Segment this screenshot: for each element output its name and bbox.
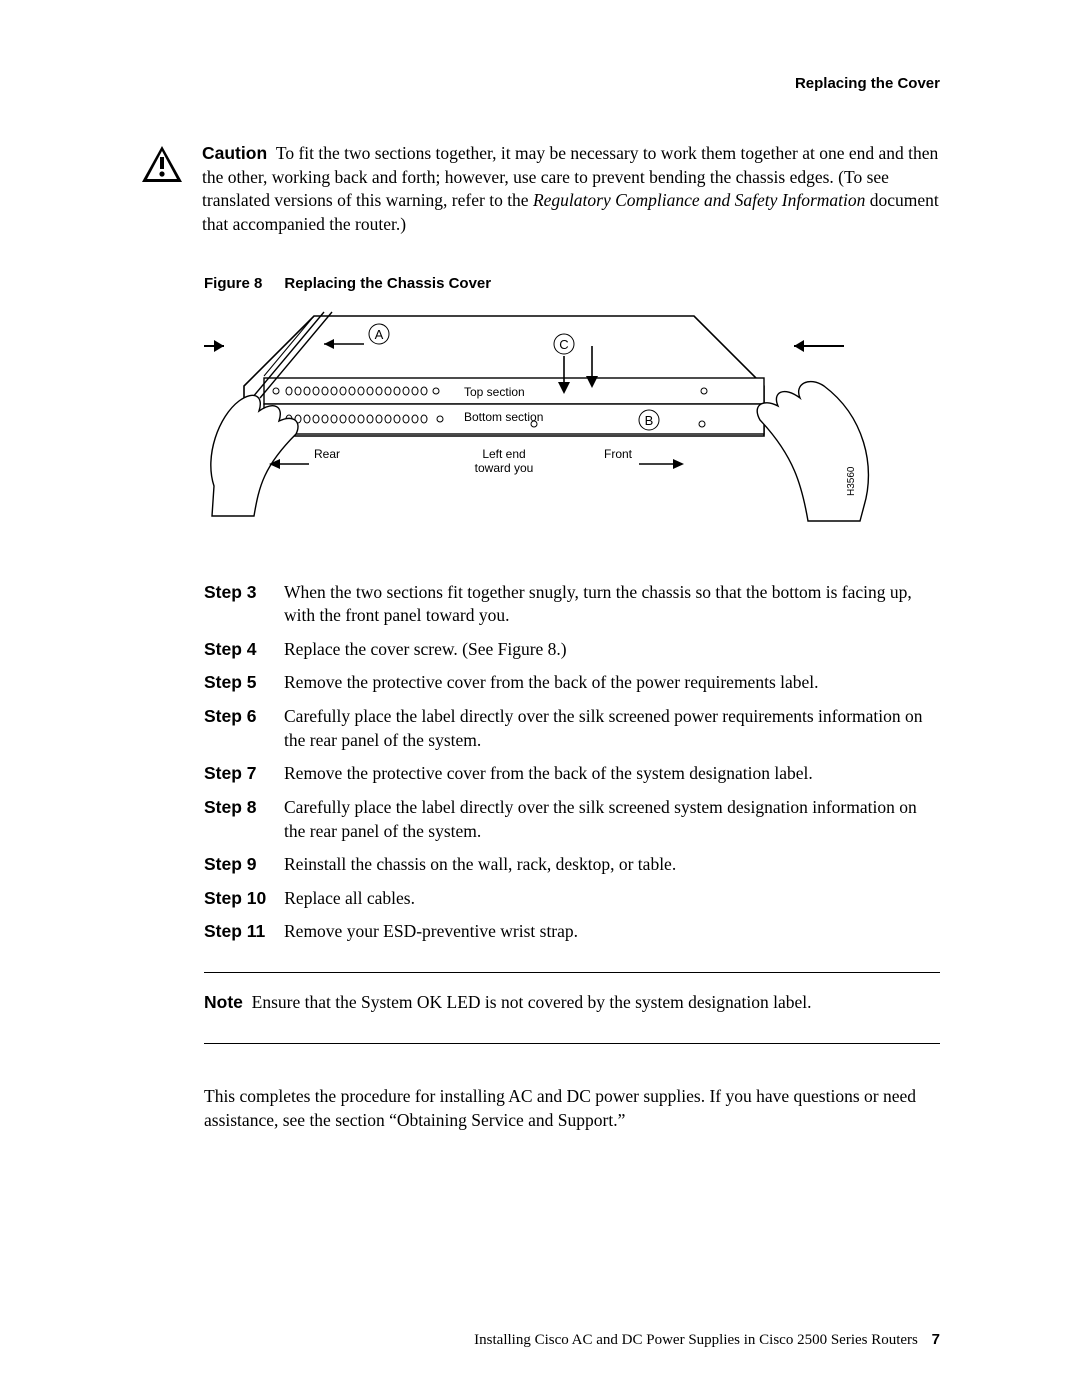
step-body: Replace the cover screw. (See Figure 8.) xyxy=(284,638,940,662)
step-row: Step 3 When the two sections fit together… xyxy=(204,581,940,628)
page-footer: Installing Cisco AC and DC Power Supplie… xyxy=(474,1331,940,1349)
marker-b: B xyxy=(645,413,654,428)
step-label: Step 7 xyxy=(204,762,266,786)
step-row: Step 7 Remove the protective cover from t… xyxy=(204,762,940,786)
divider-rule xyxy=(204,972,940,973)
step-body: Replace all cables. xyxy=(284,887,940,911)
step-row: Step 8 Carefully place the label directly… xyxy=(204,796,940,843)
figure-caption: Figure 8 Replacing the Chassis Cover xyxy=(204,275,940,292)
label-top-section: Top section xyxy=(464,385,525,399)
label-front: Front xyxy=(604,447,633,461)
step-body: Reinstall the chassis on the wall, rack,… xyxy=(284,853,940,877)
step-row: Step 4 Replace the cover screw. (See Figu… xyxy=(204,638,940,662)
step-label: Step 11 xyxy=(204,920,266,944)
caution-label: Caution xyxy=(202,143,267,163)
footer-text: Installing Cisco AC and DC Power Supplie… xyxy=(474,1332,918,1348)
marker-a: A xyxy=(375,327,384,342)
label-left-end-2: toward you xyxy=(475,461,534,475)
note-block: Note Ensure that the System OK LED is no… xyxy=(204,991,940,1015)
step-row: Step 10 Replace all cables. xyxy=(204,887,940,911)
footer-page-number: 7 xyxy=(932,1331,940,1348)
drawing-id: H3560 xyxy=(846,466,857,496)
divider-rule xyxy=(204,1043,940,1044)
note-text: Ensure that the System OK LED is not cov… xyxy=(252,992,812,1012)
step-row: Step 5 Remove the protective cover from t… xyxy=(204,671,940,695)
step-label: Step 9 xyxy=(204,853,266,877)
step-body: Carefully place the label directly over … xyxy=(284,705,940,752)
step-body: Remove the protective cover from the bac… xyxy=(284,762,940,786)
step-body: Remove the protective cover from the bac… xyxy=(284,671,940,695)
figure-number: Figure 8 xyxy=(204,275,262,292)
step-row: Step 11 Remove your ESD-preventive wrist … xyxy=(204,920,940,944)
step-row: Step 6 Carefully place the label directly… xyxy=(204,705,940,752)
label-rear: Rear xyxy=(314,447,340,461)
label-left-end-1: Left end xyxy=(482,447,525,461)
closing-paragraph: This completes the procedure for install… xyxy=(204,1084,934,1133)
step-body: Remove your ESD-preventive wrist strap. xyxy=(284,920,940,944)
figure-diagram: A C B Top section Bottom section Rear Le… xyxy=(204,306,940,551)
step-label: Step 3 xyxy=(204,581,266,628)
caution-text: Caution To fit the two sections together… xyxy=(202,142,940,237)
section-header: Replacing the Cover xyxy=(140,75,940,92)
figure-title: Replacing the Chassis Cover xyxy=(284,275,491,292)
step-body: When the two sections fit together snugl… xyxy=(284,581,940,628)
note-label: Note xyxy=(204,992,243,1012)
step-label: Step 6 xyxy=(204,705,266,752)
label-bottom-section: Bottom section xyxy=(464,410,543,424)
marker-c: C xyxy=(559,337,568,352)
caution-block: Caution To fit the two sections together… xyxy=(140,142,940,237)
step-body: Carefully place the label directly over … xyxy=(284,796,940,843)
caution-italic: Regulatory Compliance and Safety Informa… xyxy=(533,190,865,210)
step-label: Step 5 xyxy=(204,671,266,695)
caution-icon xyxy=(140,144,184,189)
step-label: Step 8 xyxy=(204,796,266,843)
steps-list: Step 3 When the two sections fit together… xyxy=(204,581,940,945)
step-row: Step 9 Reinstall the chassis on the wall,… xyxy=(204,853,940,877)
step-label: Step 10 xyxy=(204,887,266,911)
step-label: Step 4 xyxy=(204,638,266,662)
